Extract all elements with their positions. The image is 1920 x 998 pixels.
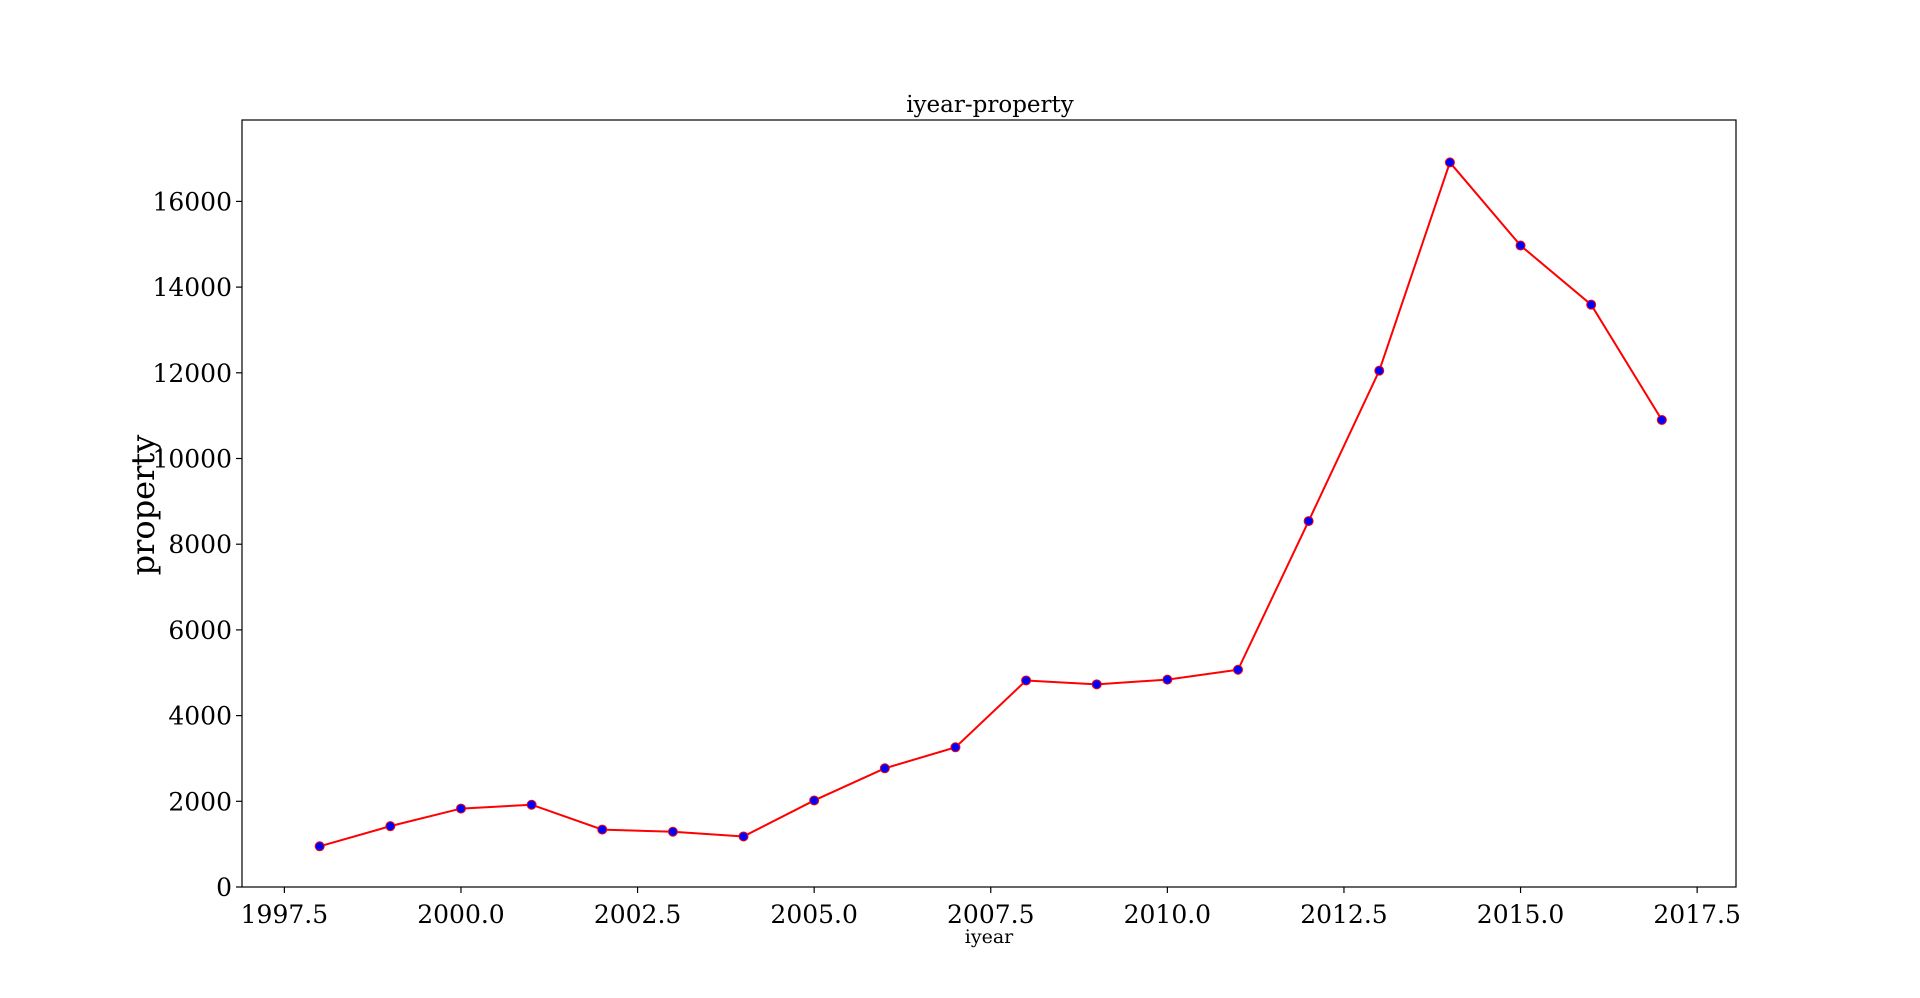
y-tick-label: 10000 (152, 445, 232, 474)
data-point (1021, 675, 1032, 686)
data-point (385, 821, 396, 832)
data-point (1586, 299, 1597, 310)
data-point (526, 799, 537, 810)
x-tick-label: 2015.0 (1477, 900, 1564, 929)
y-tick-label: 12000 (152, 359, 232, 388)
data-point (667, 826, 678, 837)
data-point (1091, 679, 1102, 690)
data-point (1444, 157, 1455, 168)
x-tick-label: 2007.5 (947, 900, 1034, 929)
data-point (950, 742, 961, 753)
data-point (597, 824, 608, 835)
x-tick-label: 2012.5 (1300, 900, 1387, 929)
data-point (455, 803, 466, 814)
data-point (314, 841, 325, 852)
data-point (1233, 664, 1243, 675)
data-point (1374, 365, 1385, 376)
x-axis-label: iyear (965, 926, 1014, 948)
axis-ticks: 1997.5 2000.0 2002.5 2005.0 2007.5 2010.0 2012… (152, 187, 1740, 929)
data-point (809, 795, 820, 806)
x-tick-label: 2002.5 (594, 900, 681, 929)
x-tick-label: 2010.0 (1124, 900, 1211, 929)
data-point (879, 763, 890, 774)
plot-layer (314, 157, 1667, 852)
y-axis-label: property (124, 435, 162, 576)
x-tick-label: 2000.0 (417, 900, 504, 929)
data-point (1162, 674, 1173, 685)
series-line (319, 160, 1663, 848)
data-point (738, 831, 749, 842)
y-tick-label: 0 (216, 873, 232, 902)
y-tick-label: 2000 (168, 787, 232, 816)
data-point (1303, 516, 1314, 527)
data-point (1656, 414, 1667, 425)
plot-frame (241, 119, 1737, 888)
y-tick-label: 14000 (152, 273, 232, 302)
x-tick-label: 2017.5 (1653, 900, 1740, 929)
y-tick-label: 4000 (168, 702, 232, 731)
y-tick-label: 16000 (152, 187, 232, 216)
chart-title: iyear-property (906, 92, 1074, 118)
x-tick-label: 2005.0 (770, 900, 857, 929)
x-tick-label: 1997.5 (241, 900, 328, 929)
y-tick-label: 6000 (168, 616, 232, 645)
y-tick-label: 8000 (168, 530, 232, 559)
data-point (1515, 240, 1526, 251)
